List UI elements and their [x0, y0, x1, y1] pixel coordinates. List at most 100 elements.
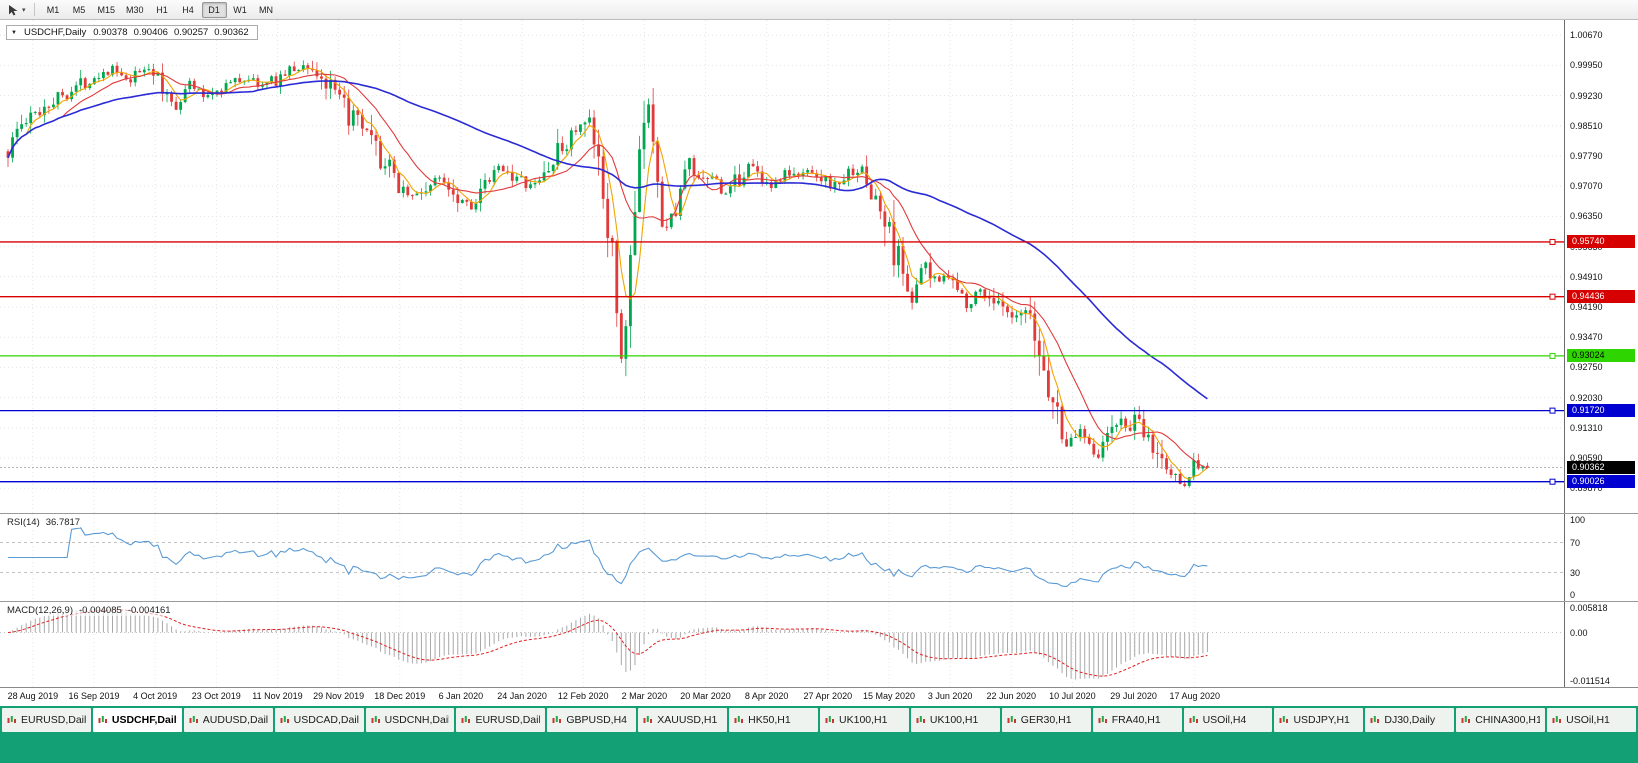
mini-chart-icon: [552, 716, 562, 723]
chart-tab-label: USDCHF,Daily: [111, 714, 177, 726]
chart-tab-dj30-daily[interactable]: DJ30,Daily: [1365, 708, 1455, 732]
chart-tab-usdcad-daily[interactable]: USDCAD,Daily: [274, 708, 364, 732]
chart-tab-uk100-h1[interactable]: UK100,H1: [820, 708, 909, 732]
macd-canvas[interactable]: [0, 602, 1564, 687]
timeframe-button-m30[interactable]: M30: [126, 4, 144, 15]
macd-axis[interactable]: 0.005818 0.00 -0.011514: [1564, 602, 1638, 687]
level-drag-handle[interactable]: [1549, 238, 1556, 245]
timeframe-buttons: M1 M5 M15 M30 H1 H4 D1 W1 MN: [41, 1, 279, 18]
rsi-canvas[interactable]: [0, 514, 1564, 601]
price-plot[interactable]: ▼ USDCHF,Daily 0.90378 0.90406 0.90257 0…: [0, 20, 1564, 513]
mini-chart-icon: [1189, 716, 1198, 723]
date-tick-label: 6 Jan 2020: [438, 691, 484, 701]
date-tick-label: 29 Nov 2019: [313, 691, 365, 701]
price-tick-label: 0.96350: [1570, 211, 1603, 222]
rsi-pane: RSI(14) 36.7817 100 70 30 0: [0, 513, 1638, 601]
chart-tab-label: EURUSD,Daily: [475, 714, 541, 726]
cursor-tool-caret-icon[interactable]: ▾: [22, 6, 26, 14]
date-tick-label: 18 Dec 2019: [374, 691, 426, 701]
date-tick-label: 23 Oct 2019: [191, 691, 241, 701]
price-tick-label: 0.92750: [1570, 362, 1603, 373]
chart-tab-usdcnh-daily[interactable]: USDCNH,Daily: [365, 708, 455, 732]
ma-13-line: [7, 72, 1208, 470]
timeframe-button-m5[interactable]: M5: [72, 4, 86, 15]
price-tick-label: 0.90590: [1570, 453, 1603, 464]
date-tick-label: 27 Apr 2020: [803, 691, 853, 701]
chart-tab-eurusd-daily[interactable]: EURUSD,Daily: [456, 708, 546, 732]
timeframe-button-m15[interactable]: M15: [97, 4, 116, 15]
price-pane: ▼ USDCHF,Daily 0.90378 0.90406 0.90257 0…: [0, 20, 1638, 513]
date-tick-label: 24 Jan 2020: [497, 691, 547, 701]
rsi-plot[interactable]: RSI(14) 36.7817: [0, 514, 1564, 601]
mini-chart-icon: [98, 716, 107, 723]
level-drag-handle[interactable]: [1549, 293, 1556, 300]
chart-tab-uk100-h1[interactable]: UK100,H1: [910, 708, 1000, 732]
chart-tab-gbpusd-h4[interactable]: GBPUSD,H4: [547, 708, 637, 732]
chart-tab-fra40-h1[interactable]: FRA40,H1: [1092, 708, 1182, 732]
date-tick-label: 16 Sep 2019: [68, 691, 120, 701]
rsi-name: RSI(14): [7, 517, 40, 528]
toolbar-separator: [33, 3, 35, 16]
mini-chart-icon: [1370, 716, 1380, 723]
date-tick-label: 10 Jul 2020: [1049, 691, 1096, 701]
toolbar: ▾ M1 M5 M15 M30 H1 H4 D1 W1 MN: [0, 0, 1638, 20]
timeframe-button-h1[interactable]: H1: [156, 4, 168, 15]
cursor-arrow-icon: [9, 4, 18, 15]
rsi-axis[interactable]: 100 70 30 0: [1564, 514, 1638, 601]
level-drag-handle[interactable]: [1549, 407, 1556, 414]
rsi-tick-label: 100: [1570, 515, 1586, 525]
chart-tab-label: UK100,H1: [839, 714, 888, 726]
chart-tab-usdjpy-h1[interactable]: USDJPY,H1: [1274, 708, 1364, 732]
time-axis[interactable]: 28 Aug 2019 16 Sep 2019 4 Oct 2019 23 Oct 2…: [0, 687, 1638, 706]
timeframe-button-d1[interactable]: D1: [201, 1, 227, 18]
mini-chart-icon: [825, 716, 835, 723]
level-drag-handle[interactable]: [1549, 352, 1556, 359]
rsi-value: 36.7817: [45, 517, 81, 528]
price-tick-label: 0.97790: [1570, 150, 1603, 161]
macd-name: MACD(12,26,9): [7, 605, 73, 616]
chart-tab-usoil-h1[interactable]: USOil,H1: [1547, 708, 1637, 732]
chart-ohlc-header[interactable]: ▼ USDCHF,Daily 0.90378 0.90406 0.90257 0…: [6, 25, 258, 40]
date-tick-label: 3 Jun 2020: [927, 691, 973, 701]
symbol-period-label: USDCHF,Daily: [23, 27, 87, 38]
level-price-badge[interactable]: 0.94436: [1567, 290, 1635, 304]
chart-tab-label: USDCAD,Daily: [293, 714, 359, 726]
chart-tab-label: GER30,H1: [1020, 714, 1072, 726]
chart-tab-eurusd-daily[interactable]: EURUSD,Daily: [2, 708, 91, 732]
level-price-badge[interactable]: 0.91720: [1567, 404, 1635, 418]
timeframe-button-m1[interactable]: M1: [46, 4, 60, 15]
mini-chart-icon: [1007, 716, 1016, 723]
chart-tab-xauusd-h1[interactable]: XAUUSD,H1: [638, 708, 728, 732]
macd-pane: MACD(12,26,9) -0.004085 -0.004161 0.0058…: [0, 601, 1638, 687]
chart-tab-usdchf-daily[interactable]: USDCHF,Daily: [92, 708, 182, 732]
price-tick-label: 0.97070: [1570, 181, 1603, 192]
price-tick-label: 0.99230: [1570, 90, 1603, 101]
timeframe-button-mn[interactable]: MN: [259, 4, 274, 15]
chart-tab-usoil-h4[interactable]: USOil,H4: [1183, 708, 1273, 732]
date-tick-label: 11 Nov 2019: [252, 691, 303, 701]
chart-tab-ger30-h1[interactable]: GER30,H1: [1001, 708, 1091, 732]
level-drag-handle[interactable]: [1549, 478, 1556, 485]
chart-tab-label: USDCNH,Daily: [384, 714, 450, 726]
price-tick-label: 0.89870: [1570, 483, 1603, 494]
macd-plot[interactable]: MACD(12,26,9) -0.004085 -0.004161: [0, 602, 1564, 687]
level-price-badge[interactable]: 0.93024: [1567, 349, 1635, 363]
price-axis[interactable]: 1.00670 0.99950 0.99230 0.98510 0.97790 0.970…: [1564, 20, 1638, 513]
price-tick-label: 0.98510: [1570, 120, 1603, 131]
timeframe-button-h4[interactable]: H4: [182, 4, 194, 15]
chart-tab-label: USOil,H1: [1566, 714, 1610, 726]
chart-tab-china300-h1[interactable]: CHINA300,H1: [1456, 708, 1546, 732]
cursor-tool-button[interactable]: [4, 2, 22, 18]
rsi-grid: [0, 514, 1564, 601]
price-tick-label: 0.92030: [1570, 392, 1603, 403]
price-chart-canvas[interactable]: [0, 20, 1564, 513]
close-value: 0.90362: [214, 27, 249, 38]
chart-tab-audusd-daily[interactable]: AUDUSD,Daily: [183, 708, 273, 732]
price-tick-label: 0.93470: [1570, 332, 1603, 343]
chart-tab-label: HK50,H1: [748, 714, 791, 726]
timeframe-button-w1[interactable]: W1: [233, 4, 247, 15]
level-price-badge[interactable]: 0.95740: [1567, 235, 1635, 249]
chart-tab-hk50-h1[interactable]: HK50,H1: [729, 708, 819, 732]
level-price-badge[interactable]: 0.90026: [1567, 475, 1635, 489]
collapse-triangle-icon[interactable]: ▼: [11, 29, 17, 36]
